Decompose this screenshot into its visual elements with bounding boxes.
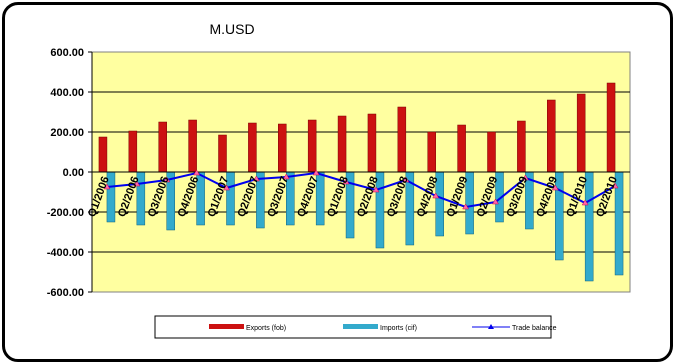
y-tick-label: -200.00 bbox=[47, 207, 84, 219]
legend-balance-label: Trade balance bbox=[512, 325, 557, 332]
trade-balance-point bbox=[402, 176, 410, 183]
legend-imports-label: Imports (cif) bbox=[380, 325, 417, 332]
trade-balance-point bbox=[521, 174, 529, 181]
trade-balance-point bbox=[312, 169, 320, 176]
legend-imports-swatch bbox=[343, 324, 378, 329]
trade-balance-point bbox=[551, 184, 559, 191]
bar-exports bbox=[128, 130, 138, 173]
legend-balance-marker bbox=[488, 324, 494, 329]
trade-balance-point bbox=[163, 176, 171, 183]
y-tick-label: 600.00 bbox=[50, 47, 84, 59]
trade-balance-point bbox=[492, 198, 499, 205]
bar-exports bbox=[158, 121, 167, 173]
y-tick-label: 400.00 bbox=[50, 87, 84, 99]
bar-exports bbox=[188, 119, 197, 173]
bar-exports bbox=[98, 136, 108, 173]
bar-exports bbox=[307, 119, 317, 173]
chart: M.USD 600.00 400.00 200.00 0.00 -200.00 -400.… bbox=[47, 21, 631, 339]
trade-balance-point bbox=[372, 186, 380, 193]
trade-balance-point bbox=[581, 199, 589, 206]
bar-exports bbox=[576, 93, 586, 173]
bar-exports bbox=[397, 106, 407, 173]
bar-exports bbox=[337, 115, 347, 173]
trade-balance-point bbox=[223, 184, 230, 191]
bar-exports bbox=[487, 131, 496, 173]
legend-exports-swatch bbox=[209, 324, 244, 329]
trade-balance-point bbox=[133, 180, 141, 187]
y-tick-label: 0.00 bbox=[63, 167, 84, 179]
trade-balance-point bbox=[282, 173, 290, 180]
y-axis: 600.00 400.00 200.00 0.00 -200.00 -400.00 -600… bbox=[47, 47, 93, 299]
y-tick-label: -600.00 bbox=[47, 287, 84, 299]
bar-exports bbox=[367, 113, 377, 173]
trade-balance-point bbox=[611, 182, 619, 189]
trade-balance-point bbox=[252, 175, 260, 182]
bar-exports bbox=[606, 82, 616, 173]
trade-balance-point bbox=[342, 178, 350, 185]
trade-balance-line bbox=[103, 169, 619, 210]
bar-exports bbox=[517, 120, 526, 173]
bar-exports bbox=[218, 134, 227, 173]
bar-exports bbox=[547, 99, 556, 173]
chart-title: M.USD bbox=[209, 21, 254, 37]
trade-balance-point bbox=[432, 192, 440, 199]
bar-exports bbox=[457, 124, 466, 173]
bar-exports bbox=[427, 131, 436, 173]
trade-balance-polyline bbox=[106, 171, 616, 209]
trade-balance-point bbox=[193, 169, 201, 176]
y-tick-label: -400.00 bbox=[47, 247, 84, 259]
bar-exports bbox=[248, 122, 257, 173]
bar-exports bbox=[278, 123, 287, 173]
y-tick-label: 200.00 bbox=[50, 127, 84, 139]
trade-balance-point bbox=[103, 183, 111, 190]
legend[interactable]: Exports (fob) Imports (cif) Trade balanc… bbox=[154, 315, 557, 339]
legend-exports-label: Exports (fob) bbox=[246, 325, 286, 332]
bars bbox=[92, 82, 630, 282]
trade-balance-point bbox=[462, 203, 470, 210]
